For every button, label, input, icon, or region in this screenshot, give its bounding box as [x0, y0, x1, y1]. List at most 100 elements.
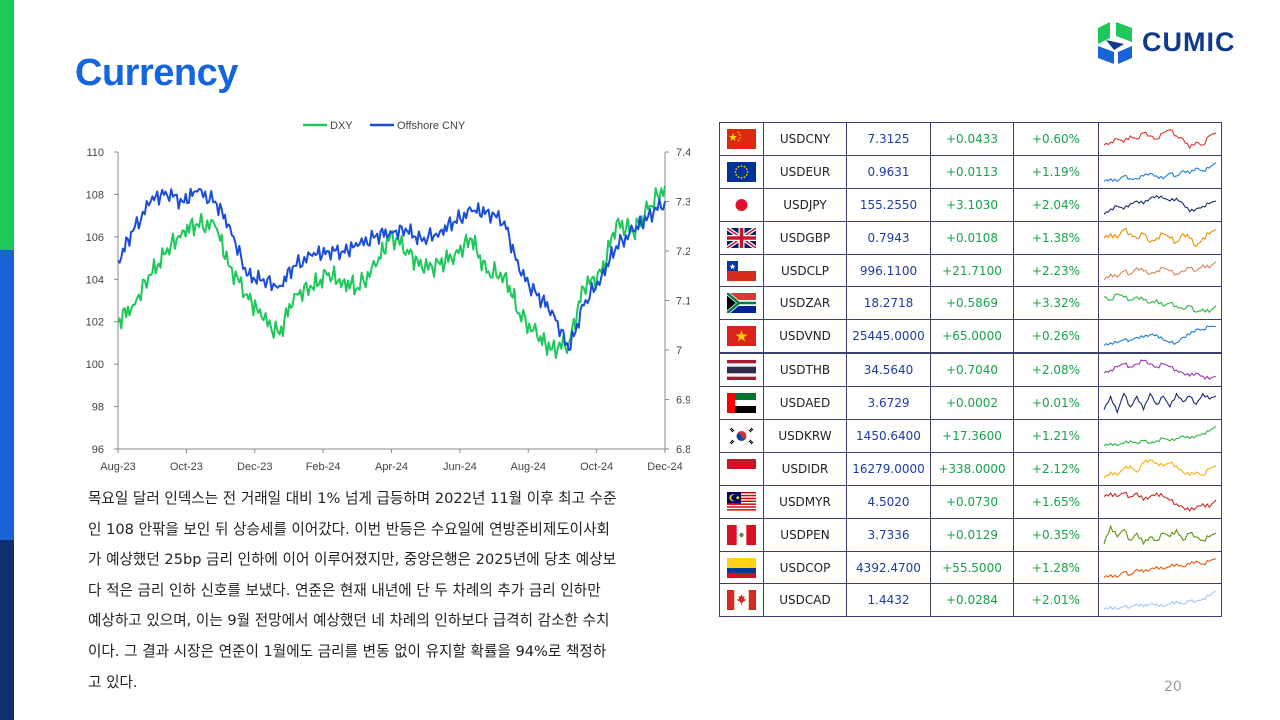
- change-percent: +3.32%: [1013, 286, 1099, 321]
- cumic-logo: CUMIC: [1096, 20, 1236, 64]
- logo-text: CUMIC: [1142, 26, 1236, 57]
- change-percent: +2.08%: [1013, 352, 1099, 388]
- change-percent: +2.01%: [1013, 583, 1099, 618]
- y-right-tick-label: 7.3: [676, 197, 690, 209]
- jp-flag: [727, 194, 756, 215]
- change-value: +0.0129: [930, 517, 1014, 552]
- change-value: +65.0000: [930, 319, 1014, 354]
- change-value: +0.0113: [930, 154, 1014, 189]
- cumic-logo-icon: [1098, 22, 1132, 64]
- sparkline: [1103, 194, 1217, 215]
- change-value: +0.0730: [930, 484, 1014, 519]
- change-percent: +1.21%: [1013, 419, 1099, 453]
- accent-bar-navy: [0, 540, 14, 720]
- sparkline-cell: [1098, 253, 1222, 288]
- cl-flag: [727, 260, 756, 281]
- flag-cell: [719, 583, 764, 618]
- pe-flag: [727, 524, 756, 545]
- sparkline-cell: [1098, 451, 1222, 486]
- change-percent: +0.01%: [1013, 386, 1099, 421]
- legend-label: Offshore CNY: [397, 120, 466, 132]
- sparkline: [1103, 293, 1217, 314]
- kr-flag: [727, 425, 756, 446]
- series-line-dxy: [117, 185, 666, 359]
- currency-pair: USDVND: [763, 319, 847, 354]
- flag-cell: [719, 122, 764, 156]
- sparkline-cell: [1098, 352, 1222, 388]
- flag-icon: [727, 557, 756, 578]
- rate-value: 4392.4700: [846, 550, 931, 585]
- y-right-tick-label: 6.8: [676, 444, 690, 456]
- sparkline: [1103, 491, 1217, 512]
- page-title: Currency: [75, 52, 238, 94]
- change-value: +0.0433: [930, 122, 1014, 156]
- table-row: USDCLP 996.1100 +21.7100 +2.23%: [719, 253, 1222, 288]
- flag-cell: [719, 154, 764, 189]
- flag-icon: [727, 491, 756, 512]
- y-left-tick-label: 100: [86, 359, 104, 371]
- table-row: USDCAD 1.4432 +0.0284 +2.01%: [719, 583, 1222, 618]
- vn-flag: [727, 326, 756, 347]
- co-flag: [727, 557, 756, 578]
- flag-icon: [727, 194, 756, 215]
- table-row: USDZAR 18.2718 +0.5869 +3.32%: [719, 286, 1222, 321]
- flag-icon: [727, 425, 756, 446]
- rate-value: 3.6729: [846, 386, 931, 421]
- y-right-tick-label: 7.2: [676, 246, 690, 258]
- flag-cell: [719, 550, 764, 585]
- flag-cell: [719, 253, 764, 288]
- sparkline: [1103, 129, 1217, 150]
- change-value: +0.5869: [930, 286, 1014, 321]
- sparkline: [1103, 359, 1217, 381]
- dxy-cny-line-chart: 110 108 106 104 102 100 98 96 7.4 7.3 7.2 7.1 7 6.9 6.…: [86, 120, 690, 473]
- rate-value: 4.5020: [846, 484, 931, 519]
- currency-pair: USDAED: [763, 386, 847, 421]
- rate-value: 3.7336: [846, 517, 931, 552]
- legend-label: DXY: [330, 120, 353, 132]
- gb-flag: [727, 227, 756, 248]
- sparkline: [1103, 260, 1217, 281]
- x-tick-label: Dec-24: [647, 461, 682, 473]
- sparkline-cell: [1098, 419, 1222, 453]
- y-right-tick-label: 6.9: [676, 395, 690, 407]
- change-percent: +1.19%: [1013, 154, 1099, 189]
- y-left-tick-label: 108: [86, 189, 104, 201]
- change-value: +0.0108: [930, 220, 1014, 255]
- sparkline: [1103, 524, 1217, 545]
- y-left-tick-label: 98: [92, 402, 104, 414]
- sparkline-cell: [1098, 550, 1222, 585]
- sparkline-cell: [1098, 154, 1222, 189]
- flag-icon: [727, 128, 756, 149]
- change-percent: +1.38%: [1013, 220, 1099, 255]
- x-tick-label: Dec-23: [237, 461, 272, 473]
- sparkline-cell: [1098, 319, 1222, 354]
- change-value: +338.0000: [930, 451, 1014, 486]
- table-row: USDIDR 16279.0000 +338.0000 +2.12%: [719, 451, 1222, 486]
- change-percent: +0.35%: [1013, 517, 1099, 552]
- flag-cell: [719, 517, 764, 552]
- x-tick-label: Apr-24: [375, 461, 408, 473]
- change-percent: +0.60%: [1013, 122, 1099, 156]
- flag-icon: [727, 524, 756, 545]
- currency-pair: USDEUR: [763, 154, 847, 189]
- paragraph-line: 가 예상했던 25bp 금리 인하에 이어 이루어졌지만, 중앙은행은 2025…: [88, 551, 617, 569]
- y-right-tick-label: 7: [676, 345, 682, 357]
- id-flag: [727, 458, 756, 479]
- change-value: +0.0002: [930, 386, 1014, 421]
- y-left-tick-label: 96: [92, 444, 104, 456]
- table-row: USDJPY 155.2550 +3.1030 +2.04%: [719, 187, 1222, 222]
- flag-icon: [727, 260, 756, 281]
- table-row: USDAED 3.6729 +0.0002 +0.01%: [719, 386, 1222, 421]
- flag-cell: [719, 319, 764, 354]
- currency-pair: USDZAR: [763, 286, 847, 321]
- accent-bar-green: [0, 0, 14, 250]
- paragraph-line: 인 108 안팎을 보인 뒤 상승세를 이어갔다. 이번 반등은 수요일에 연방…: [88, 520, 610, 538]
- sparkline-cell: [1098, 583, 1222, 618]
- change-value: +17.3600: [930, 419, 1014, 453]
- currency-pair: USDIDR: [763, 451, 847, 486]
- flag-icon: [727, 293, 756, 314]
- rate-value: 1450.6400: [846, 419, 931, 453]
- rate-value: 7.3125: [846, 122, 931, 156]
- currency-pair: USDKRW: [763, 419, 847, 453]
- cn-flag: [727, 128, 756, 149]
